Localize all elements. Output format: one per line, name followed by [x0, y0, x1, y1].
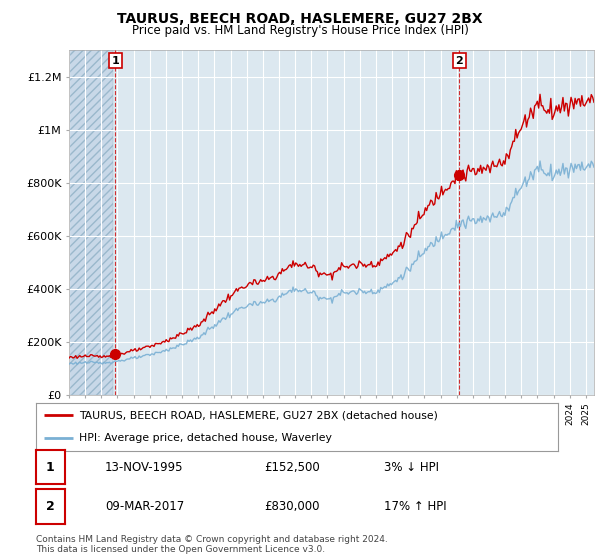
Text: £830,000: £830,000 — [264, 500, 320, 513]
Text: £152,500: £152,500 — [264, 460, 320, 474]
Text: Price paid vs. HM Land Registry's House Price Index (HPI): Price paid vs. HM Land Registry's House … — [131, 24, 469, 36]
Text: 3% ↓ HPI: 3% ↓ HPI — [384, 460, 439, 474]
Text: 1: 1 — [112, 55, 119, 66]
Bar — [69, 50, 113, 395]
Text: 17% ↑ HPI: 17% ↑ HPI — [384, 500, 446, 513]
Text: TAURUS, BEECH ROAD, HASLEMERE, GU27 2BX: TAURUS, BEECH ROAD, HASLEMERE, GU27 2BX — [117, 12, 483, 26]
Text: 13-NOV-1995: 13-NOV-1995 — [105, 460, 184, 474]
Text: 1: 1 — [46, 460, 55, 474]
Text: TAURUS, BEECH ROAD, HASLEMERE, GU27 2BX (detached house): TAURUS, BEECH ROAD, HASLEMERE, GU27 2BX … — [79, 410, 437, 420]
Text: 09-MAR-2017: 09-MAR-2017 — [105, 500, 184, 513]
Text: 2: 2 — [46, 500, 55, 513]
Text: HPI: Average price, detached house, Waverley: HPI: Average price, detached house, Wave… — [79, 433, 332, 443]
Text: Contains HM Land Registry data © Crown copyright and database right 2024.
This d: Contains HM Land Registry data © Crown c… — [36, 535, 388, 554]
Text: 2: 2 — [455, 55, 463, 66]
